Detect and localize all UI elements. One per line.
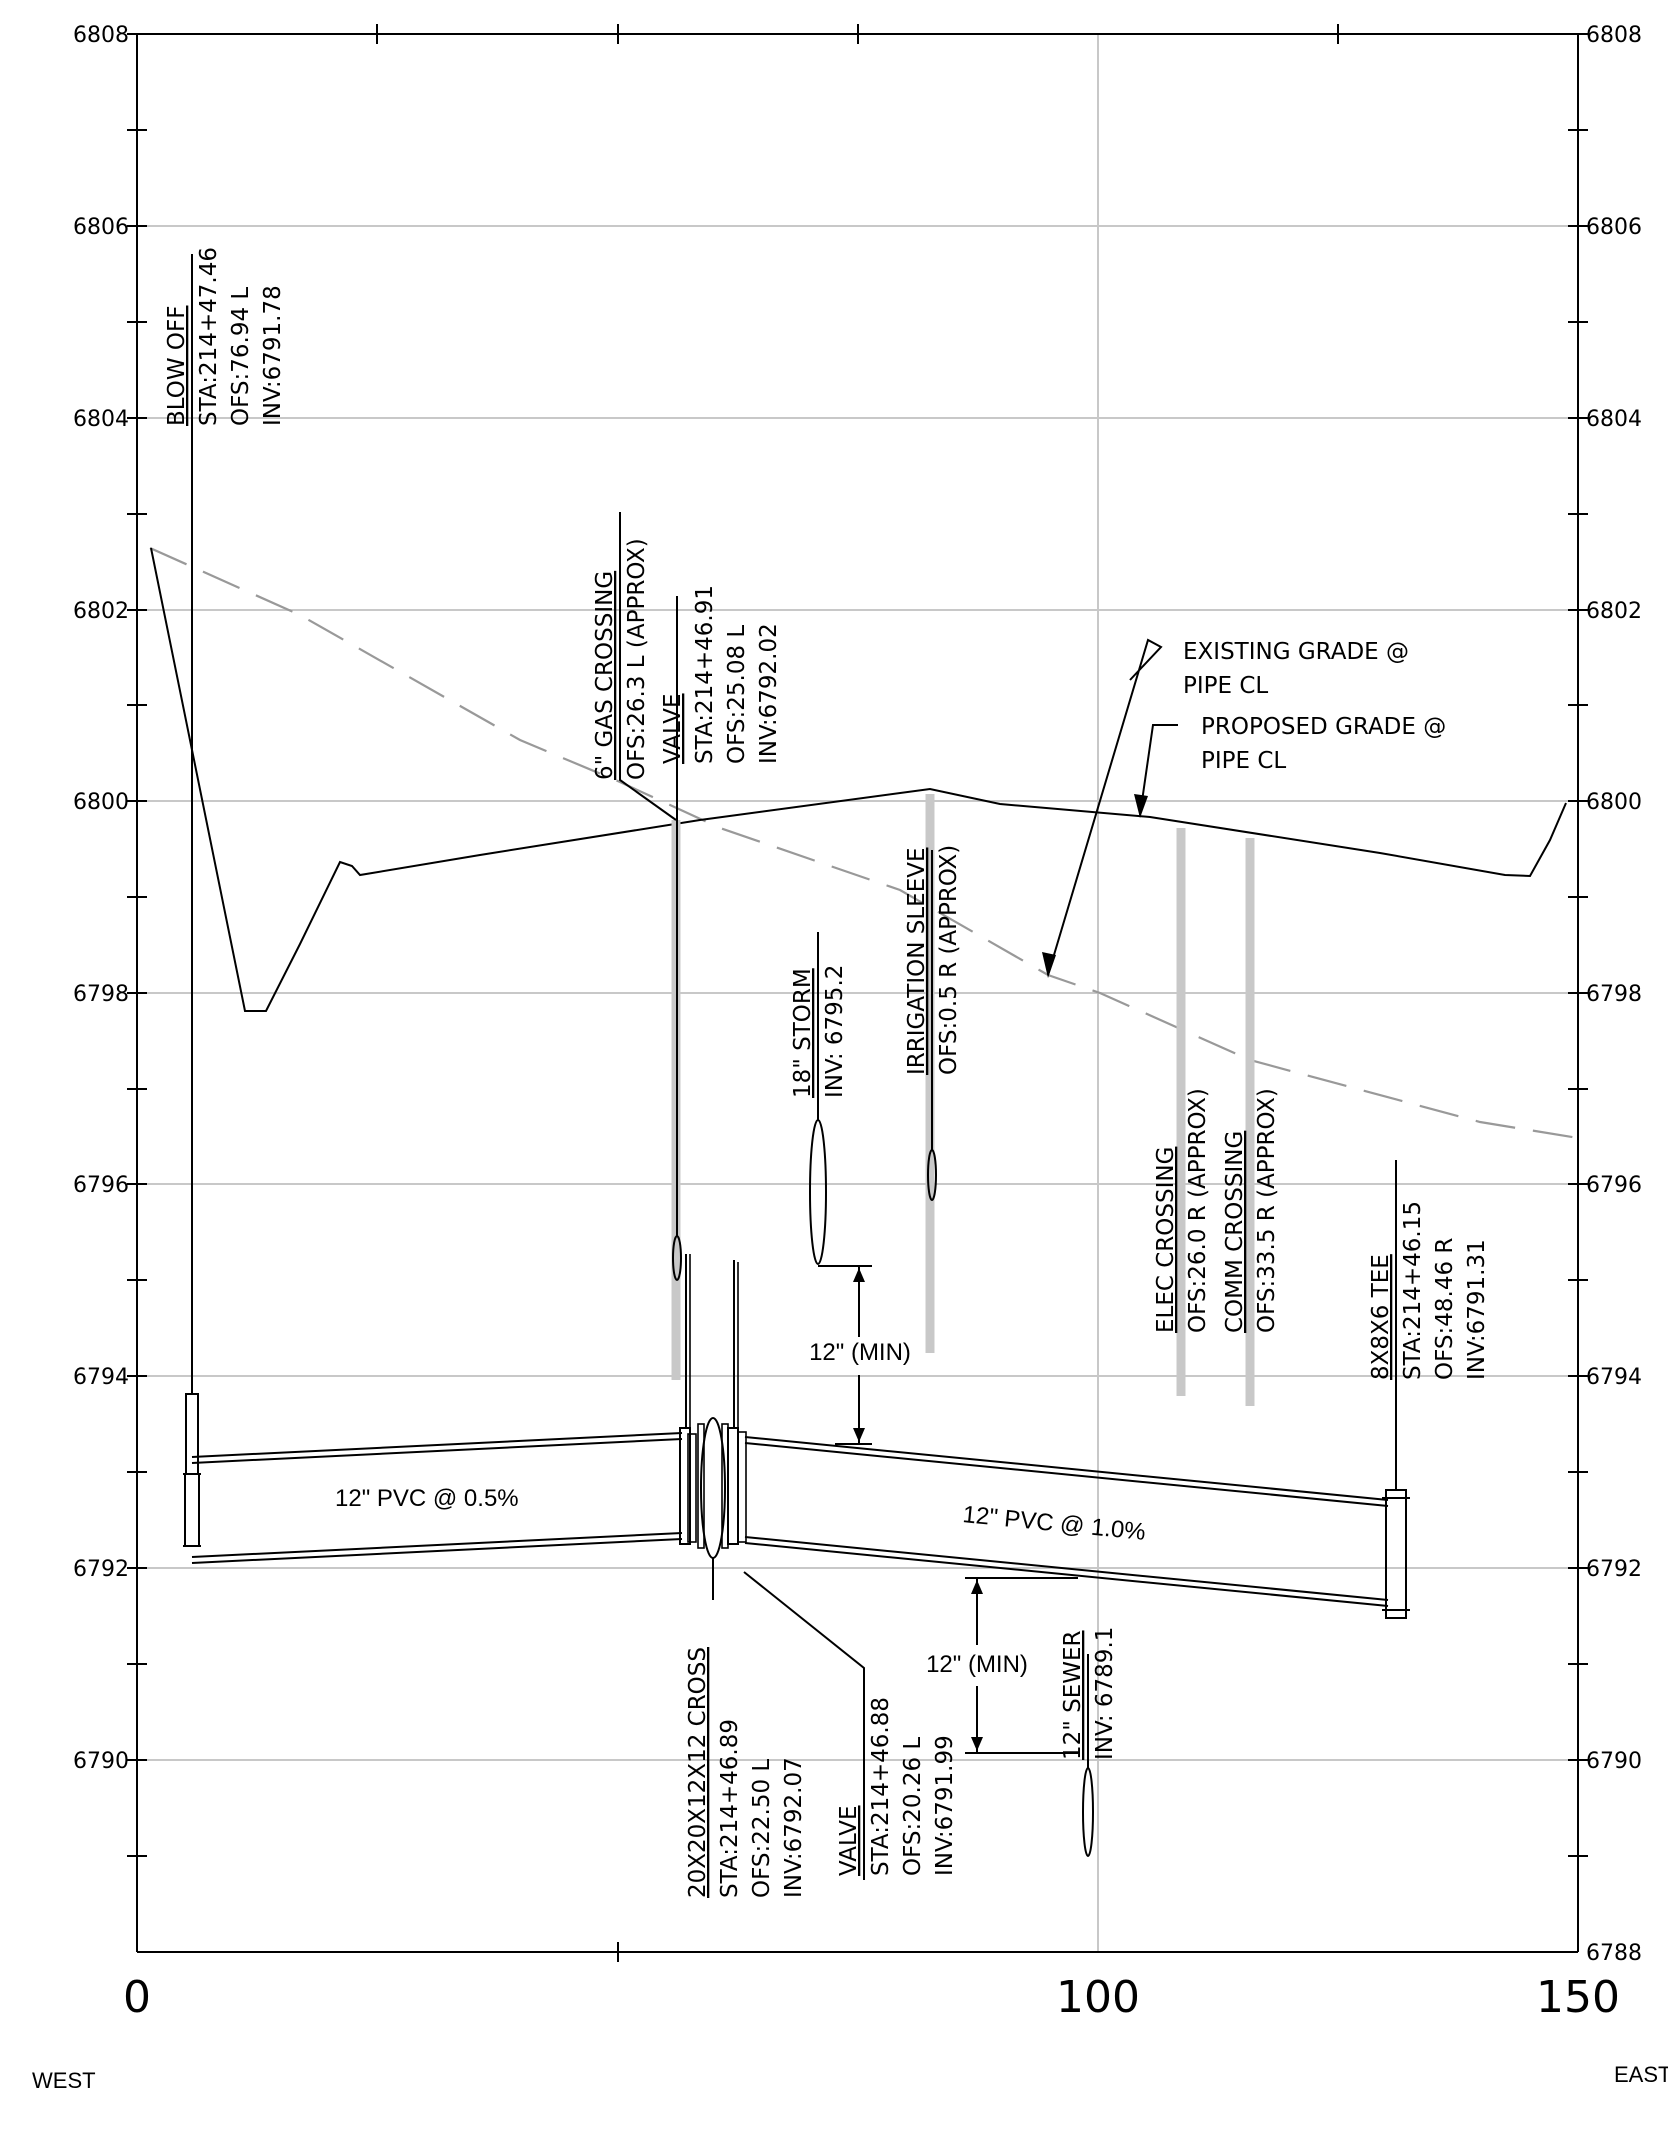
- storm-callout: 18" STORM INV: 6795.2: [790, 965, 848, 1098]
- left-tick-label: 6804: [73, 407, 129, 432]
- proposed-grade-arrowhead: [1134, 794, 1148, 818]
- svg-text:INV: 6789.1: INV: 6789.1: [1092, 1627, 1118, 1760]
- svg-text:VALVE: VALVE: [836, 1805, 862, 1876]
- svg-text:COMM CROSSING: COMM CROSSING: [1222, 1131, 1248, 1333]
- svg-text:OFS:20.26 L: OFS:20.26 L: [900, 1737, 926, 1876]
- leader-lines: [619, 512, 1178, 1880]
- right-tick-label: 6796: [1586, 1173, 1642, 1198]
- valve-top-callout: VALVE STA:214+46.91 OFS:25.08 L INV:6792…: [660, 585, 782, 764]
- svg-text:VALVE: VALVE: [660, 693, 686, 764]
- svg-text:STA:214+46.15: STA:214+46.15: [1400, 1201, 1426, 1380]
- existing-grade-label-line2: PIPE CL: [1183, 673, 1268, 699]
- svg-text:OFS:48.46 R: OFS:48.46 R: [1432, 1238, 1458, 1380]
- pipe-right-segment: [744, 1436, 1389, 1607]
- svg-text:BLOW OFF: BLOW OFF: [164, 306, 190, 427]
- right-tick-label: 6800: [1586, 790, 1642, 815]
- pipe-left-segment: [191, 1432, 683, 1564]
- existing-grade-label-line1: EXISTING GRADE @: [1183, 639, 1409, 665]
- right-axis-ticks: [1568, 33, 1588, 1857]
- svg-text:OFS:26.0 R (APPROX): OFS:26.0 R (APPROX): [1185, 1088, 1211, 1333]
- right-tick-label: 6790: [1586, 1749, 1642, 1774]
- svg-text:INV:6791.31: INV:6791.31: [1464, 1239, 1490, 1380]
- svg-text:OFS:76.94 L: OFS:76.94 L: [228, 287, 254, 426]
- min-clearance-bottom: [965, 1577, 1078, 1754]
- left-tick-label: 6794: [73, 1365, 129, 1390]
- svg-text:20X20X12X12 CROSS: 20X20X12X12 CROSS: [685, 1647, 711, 1898]
- left-tick-label: 6796: [73, 1173, 129, 1198]
- x-tick-label-0: 0: [123, 1972, 151, 2023]
- proposed-grade-label-line2: PIPE CL: [1201, 748, 1286, 774]
- svg-text:INV:6792.02: INV:6792.02: [756, 623, 782, 764]
- left-tick-label: 6806: [73, 215, 129, 240]
- svg-text:STA:214+47.46: STA:214+47.46: [196, 247, 222, 426]
- cross-and-valve-fittings: [672, 1235, 747, 1559]
- gas-crossing-callout: 6" GAS CROSSING OFS:26.3 L (APPROX): [592, 538, 650, 780]
- min-clearance-bottom-label: 12" (MIN): [926, 1651, 1028, 1678]
- right-tick-label: 6794: [1586, 1365, 1642, 1390]
- svg-text:INV:6792.07: INV:6792.07: [781, 1757, 807, 1898]
- elec-crossing-callout: ELEC CROSSING OFS:26.0 R (APPROX): [1153, 1088, 1211, 1333]
- valve-bottom-callout: VALVE STA:214+46.88 OFS:20.26 L INV:6791…: [836, 1697, 958, 1876]
- irrigation-sleeve-callout: IRRIGATION SLEEVE OFS:0.5 R (APPROX): [904, 845, 962, 1075]
- svg-text:18" STORM: 18" STORM: [790, 968, 816, 1098]
- proposed-grade-line: [150, 547, 1567, 1012]
- svg-text:OFS:26.3 L (APPROX): OFS:26.3 L (APPROX): [624, 538, 650, 780]
- svg-text:OFS:22.50 L: OFS:22.50 L: [749, 1759, 775, 1898]
- existing-grade-line: [149, 546, 1579, 1140]
- blow-off-callout: BLOW OFF STA:214+47.46 OFS:76.94 L INV:6…: [164, 247, 286, 426]
- x-tick-label-100: 100: [1056, 1972, 1140, 2023]
- right-tick-label: 6808: [1586, 23, 1642, 48]
- left-elevation-labels: 6808 6806 6804 6802 6800 6798 6796 6794 …: [73, 23, 129, 1774]
- right-tick-label: 6788: [1586, 1941, 1642, 1966]
- tee-callout: 8X8X6 TEE STA:214+46.15 OFS:48.46 R INV:…: [1368, 1201, 1490, 1380]
- top-bottom-ticks: [376, 24, 1339, 1962]
- left-tick-label: 6802: [73, 599, 129, 624]
- right-tick-label: 6804: [1586, 407, 1642, 432]
- svg-text:6" GAS CROSSING: 6" GAS CROSSING: [592, 571, 618, 780]
- svg-text:INV: 6795.2: INV: 6795.2: [822, 965, 848, 1098]
- svg-text:OFS:0.5 R (APPROX): OFS:0.5 R (APPROX): [936, 845, 962, 1075]
- svg-text:ELEC CROSSING: ELEC CROSSING: [1153, 1147, 1179, 1333]
- svg-text:8X8X6 TEE: 8X8X6 TEE: [1368, 1254, 1394, 1380]
- right-tick-label: 6798: [1586, 982, 1642, 1007]
- right-tick-label: 6806: [1586, 215, 1642, 240]
- left-tick-label: 6790: [73, 1749, 129, 1774]
- left-axis-ticks: [127, 33, 147, 1857]
- sewer-pipe-section: [1082, 1767, 1094, 1857]
- pipe-left-label: 12" PVC @ 0.5%: [335, 1485, 519, 1512]
- svg-text:INV:6791.99: INV:6791.99: [932, 1735, 958, 1876]
- right-tick-label: 6792: [1586, 1557, 1642, 1582]
- left-tick-label: 6808: [73, 23, 129, 48]
- svg-text:STA:214+46.91: STA:214+46.91: [692, 585, 718, 764]
- existing-grade-arrowhead: [1042, 952, 1056, 978]
- west-label: WEST: [32, 2068, 96, 2093]
- left-tick-label: 6792: [73, 1557, 129, 1582]
- storm-pipe-section: [809, 1119, 827, 1265]
- min-clearance-top: [818, 1265, 872, 1445]
- right-elevation-labels: 6808 6806 6804 6802 6800 6798 6796 6794 …: [1586, 23, 1642, 1966]
- blow-off-fitting: [183, 254, 201, 1547]
- min-clearance-top-label: 12" (MIN): [809, 1339, 911, 1366]
- horizontal-gridlines: [137, 225, 1578, 1761]
- svg-text:12" SEWER: 12" SEWER: [1060, 1630, 1086, 1760]
- svg-text:STA:214+46.89: STA:214+46.89: [717, 1719, 743, 1898]
- svg-text:IRRIGATION SLEEVE: IRRIGATION SLEEVE: [904, 848, 930, 1076]
- x-tick-label-150: 150: [1536, 1972, 1620, 2023]
- right-tick-label: 6802: [1586, 599, 1642, 624]
- tee-fitting: [1382, 1160, 1410, 1619]
- east-label: EAST: [1614, 2062, 1668, 2087]
- sewer-callout: 12" SEWER INV: 6789.1: [1060, 1627, 1118, 1760]
- cross-callout: 20X20X12X12 CROSS STA:214+46.89 OFS:22.5…: [685, 1647, 807, 1898]
- pipe-right-label: 12" PVC @ 1.0%: [961, 1501, 1146, 1546]
- comm-crossing-callout: COMM CROSSING OFS:33.5 R (APPROX): [1222, 1088, 1280, 1333]
- svg-text:OFS:25.08 L: OFS:25.08 L: [724, 625, 750, 764]
- proposed-grade-label-line1: PROPOSED GRADE @: [1201, 714, 1446, 740]
- left-tick-label: 6800: [73, 790, 129, 815]
- svg-text:STA:214+46.88: STA:214+46.88: [868, 1697, 894, 1876]
- svg-text:OFS:33.5 R (APPROX): OFS:33.5 R (APPROX): [1254, 1088, 1280, 1333]
- left-tick-label: 6798: [73, 982, 129, 1007]
- svg-text:INV:6791.78: INV:6791.78: [260, 285, 286, 426]
